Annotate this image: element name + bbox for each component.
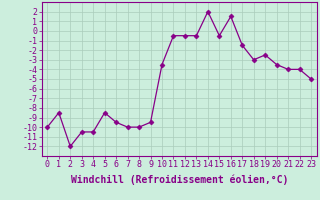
X-axis label: Windchill (Refroidissement éolien,°C): Windchill (Refroidissement éolien,°C)	[70, 175, 288, 185]
